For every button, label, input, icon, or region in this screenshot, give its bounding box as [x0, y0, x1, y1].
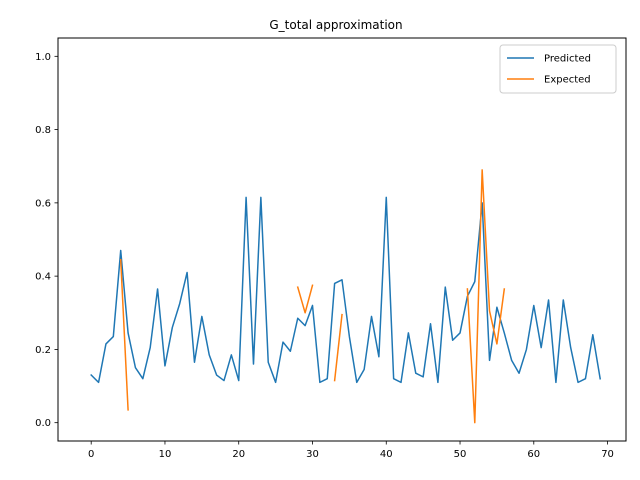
legend-label-expected: Expected	[544, 75, 591, 86]
x-tick-label: 30	[306, 449, 319, 460]
series-line-predicted-0	[90, 196, 602, 384]
y-tick-label: 0.6	[35, 198, 51, 209]
series-line-expected-0	[119, 258, 129, 411]
x-tick-label: 50	[454, 449, 467, 460]
series-layer	[90, 169, 602, 424]
y-axis: 0.0 0.2 0.4 0.6 0.8 1.0	[35, 52, 58, 429]
plot-frame	[57, 37, 627, 442]
y-tick-label: 0.4	[35, 272, 51, 283]
series-line-expected-3	[466, 169, 506, 424]
x-tick-label: 60	[527, 449, 540, 460]
legend-box	[499, 44, 617, 94]
legend-label-predicted: Predicted	[544, 54, 591, 65]
x-axis: 0 10 20 30 40 50 60 70	[88, 441, 614, 460]
legend: Predicted Expected	[499, 44, 617, 94]
x-tick-label: 70	[601, 449, 614, 460]
y-tick-label: 0.8	[35, 125, 51, 136]
y-tick-label: 0.0	[35, 418, 51, 429]
series-line-expected-1	[296, 284, 314, 314]
chart-title: G_total approximation	[269, 18, 402, 32]
plot-area: 0 10 20 30 40 50 60 70 0.0 0.2 0.4 0.6 0.8 1.0	[35, 37, 627, 460]
x-tick-label: 20	[232, 449, 245, 460]
x-tick-label: 40	[380, 449, 393, 460]
series-line-expected-2	[333, 313, 343, 382]
y-tick-label: 1.0	[35, 52, 51, 63]
x-tick-label: 0	[88, 449, 94, 460]
x-tick-label: 10	[159, 449, 172, 460]
y-tick-label: 0.2	[35, 345, 51, 356]
